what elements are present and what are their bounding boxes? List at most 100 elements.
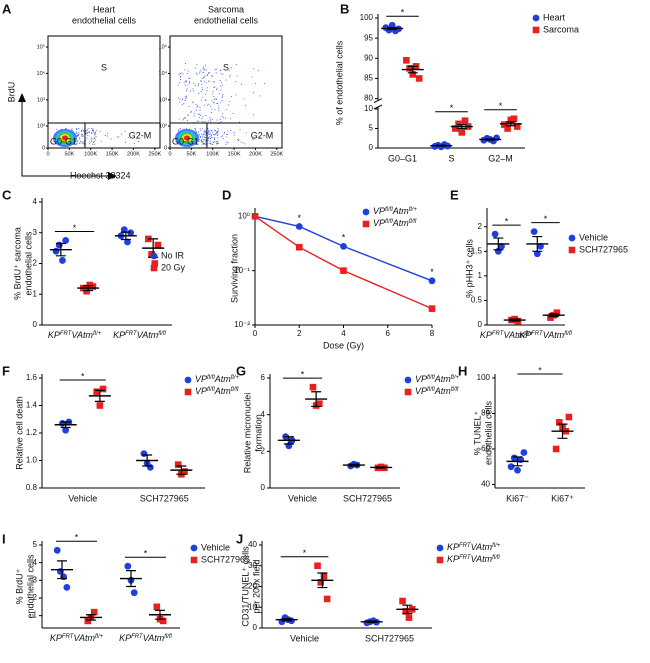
event-dot xyxy=(259,95,261,97)
event-dot xyxy=(213,137,215,139)
data-point xyxy=(96,402,104,409)
data-point xyxy=(53,546,61,554)
event-dot xyxy=(199,106,201,108)
event-dot xyxy=(235,81,237,83)
event-dot xyxy=(202,72,204,74)
event-dot xyxy=(214,137,216,139)
event-dot xyxy=(78,128,80,129)
event-dot xyxy=(188,106,190,108)
panel-label: C xyxy=(2,187,12,202)
event-dot xyxy=(75,143,77,145)
event-dot xyxy=(205,93,207,95)
event-dot xyxy=(181,98,183,100)
event-dot xyxy=(79,142,80,144)
event-dot xyxy=(209,105,211,107)
event-dot xyxy=(233,134,235,136)
event-dot xyxy=(202,133,204,135)
x-tick-label-part: KP xyxy=(119,633,131,643)
event-dot xyxy=(78,131,80,133)
event-dot xyxy=(187,70,189,72)
event-dot xyxy=(232,113,234,114)
event-dot xyxy=(186,88,188,90)
event-dot xyxy=(198,135,200,137)
legend-marker xyxy=(184,388,192,396)
data-point xyxy=(513,123,521,130)
legend-label: KPFRTVAtmfl/fl xyxy=(447,554,500,564)
panel-label: B xyxy=(340,1,349,16)
event-dot xyxy=(91,131,93,133)
legend-label: SCH727965 xyxy=(201,554,250,564)
significance-label: * xyxy=(544,214,548,224)
event-dot xyxy=(201,84,203,85)
event-dot xyxy=(179,128,181,130)
significance-label: * xyxy=(73,223,77,233)
y-tick-label: 0 xyxy=(164,145,167,151)
x-tick-label-part: FRT xyxy=(492,331,505,337)
y-tick-label: 90 xyxy=(364,53,373,62)
x-tick-label-part: VAtm xyxy=(73,633,95,643)
data-point xyxy=(537,242,544,250)
gate-label: S xyxy=(223,62,229,72)
legend-marker xyxy=(190,544,198,552)
legend-marker xyxy=(362,208,370,216)
event-dot xyxy=(218,110,220,112)
event-dot xyxy=(198,93,200,94)
x-tick-label: G2–M xyxy=(488,153,513,163)
event-dot xyxy=(83,131,85,133)
axis-break-mark xyxy=(373,98,383,104)
event-dot xyxy=(196,131,197,133)
data-point xyxy=(59,257,66,264)
sem-bar xyxy=(402,604,413,615)
event-dot xyxy=(203,69,205,71)
event-dot xyxy=(209,138,211,140)
event-dot xyxy=(225,143,227,145)
y-tick-label: 0 xyxy=(33,320,38,329)
event-dot xyxy=(199,114,201,116)
event-dot xyxy=(219,70,221,71)
event-dot xyxy=(209,119,211,121)
event-dot xyxy=(225,117,227,119)
event-dot xyxy=(219,80,221,81)
legend-label-part: FRT xyxy=(459,543,472,549)
y-tick-label: 10 xyxy=(364,104,373,113)
significance-label: * xyxy=(144,549,148,559)
y-tick-label: 1.5 xyxy=(471,246,483,255)
event-dot xyxy=(86,137,88,139)
event-dot xyxy=(213,102,215,104)
event-dot xyxy=(214,99,216,101)
event-dot xyxy=(212,142,214,143)
x-tick-label: KPFRTVAtmfl/+ xyxy=(48,330,102,340)
event-dot xyxy=(202,68,204,69)
event-dot xyxy=(218,107,220,109)
event-dot xyxy=(189,82,191,84)
event-dot xyxy=(83,141,85,143)
y-tick-label: 1 xyxy=(478,271,483,280)
x-tick-label-part: fl/+ xyxy=(93,331,102,337)
event-dot xyxy=(201,96,203,98)
event-dot xyxy=(217,131,219,133)
event-dot xyxy=(199,113,201,115)
y-tick-label: 30 xyxy=(248,561,257,570)
event-dot xyxy=(204,143,206,145)
x-tick-label: KPFRTVAtmfl/+ xyxy=(50,633,104,643)
event-dot xyxy=(222,113,224,115)
event-dot xyxy=(212,118,213,120)
y-tick-label: 0.8 xyxy=(26,483,38,492)
event-dot xyxy=(242,142,244,144)
event-dot xyxy=(91,141,92,143)
event-dot xyxy=(200,130,202,132)
sem-bar xyxy=(85,614,96,621)
event-dot xyxy=(206,74,208,76)
y-tick-label: 2 xyxy=(478,222,483,231)
legend-label-part: KP xyxy=(447,542,459,552)
event-dot xyxy=(186,90,188,92)
event-dot xyxy=(201,90,202,92)
legend-label: Vehicle xyxy=(579,232,608,242)
event-dot xyxy=(226,141,228,143)
event-dot xyxy=(204,104,206,106)
event-dot xyxy=(208,137,210,138)
event-dot xyxy=(220,69,222,71)
x-tick-label-part: VAtm xyxy=(143,633,165,643)
sem-bar xyxy=(493,237,504,251)
event-dot xyxy=(216,143,218,145)
